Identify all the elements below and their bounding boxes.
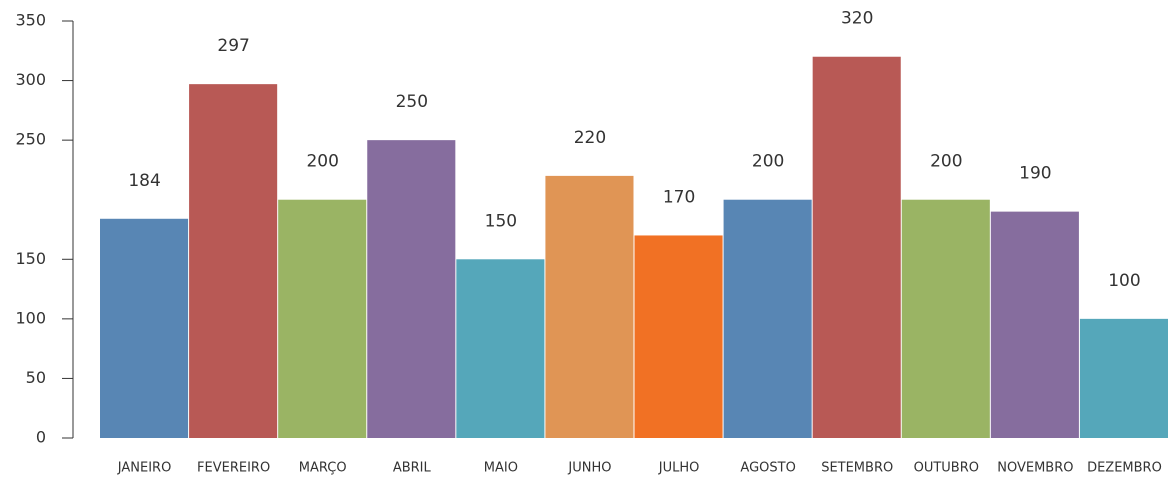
bar <box>100 218 189 438</box>
y-tick-label: 300 <box>15 70 46 89</box>
y-tick-label: 150 <box>15 249 46 268</box>
y-tick-label: 100 <box>15 308 46 327</box>
bar <box>723 199 812 438</box>
x-tick-label: JUNHO <box>567 461 611 476</box>
x-tick-label: OUTUBRO <box>914 461 979 476</box>
data-label: 220 <box>574 128 606 148</box>
y-tick-label: 250 <box>15 130 46 149</box>
bar <box>545 175 634 438</box>
y-tick-label: 350 <box>15 11 46 30</box>
x-tick-label: SETEMBRO <box>821 461 893 476</box>
data-label: 250 <box>396 92 428 112</box>
bar <box>901 199 990 438</box>
data-label: 200 <box>930 152 962 172</box>
x-tick-label: MARÇO <box>299 461 347 476</box>
bar <box>456 259 545 438</box>
data-label: 320 <box>841 9 873 29</box>
data-label: 170 <box>663 187 695 207</box>
x-tick-label: JULHO <box>658 461 700 476</box>
x-tick-label: FEVEREIRO <box>197 461 270 476</box>
data-label: 100 <box>1108 271 1140 291</box>
data-label: 184 <box>128 171 160 191</box>
x-tick-label: ABRIL <box>393 461 432 476</box>
x-tick-label: JANEIRO <box>117 461 172 476</box>
bar <box>278 199 367 438</box>
x-tick-label: AGOSTO <box>740 461 795 476</box>
bar <box>189 84 278 438</box>
x-tick-label: NOVEMBRO <box>997 461 1073 476</box>
bar <box>990 211 1079 438</box>
x-tick-label: DEZEMBRO <box>1087 461 1162 476</box>
y-tick-label: 0 <box>36 428 46 447</box>
data-label: 190 <box>1019 164 1051 184</box>
bar <box>634 235 723 438</box>
x-tick-label: MAIO <box>484 461 518 476</box>
data-label: 297 <box>217 36 249 56</box>
bar <box>367 140 456 438</box>
data-label: 200 <box>306 152 338 172</box>
y-tick-label: 50 <box>26 368 46 387</box>
data-label: 150 <box>485 211 517 231</box>
data-label: 200 <box>752 152 784 172</box>
bar <box>1079 318 1168 438</box>
bar <box>812 56 901 438</box>
